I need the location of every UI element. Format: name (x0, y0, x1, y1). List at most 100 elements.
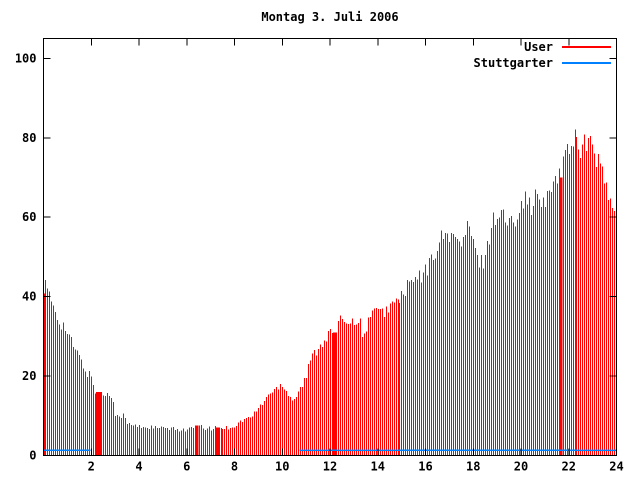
impulse-bar (549, 190, 550, 456)
impulse-bar (571, 146, 572, 456)
impulse-bar (443, 239, 444, 456)
impulse-bar (224, 429, 225, 456)
impulse-bar (93, 385, 94, 456)
impulse-bar (519, 213, 520, 456)
impulse-bar (541, 207, 542, 456)
impulse-bar (493, 212, 494, 456)
impulse-bar (598, 153, 599, 456)
impulse-bar (431, 254, 432, 456)
impulse-bar (109, 396, 110, 456)
impulse-bar (163, 427, 164, 456)
impulse-bar (330, 329, 331, 456)
impulse-bar (290, 397, 291, 456)
impulse-bar (332, 333, 333, 456)
y-tick-label: 20 (22, 369, 36, 383)
impulse-bar (425, 264, 426, 456)
impulse-bar (89, 371, 90, 456)
impulse-bar (173, 426, 174, 456)
impulse-solid-block (96, 392, 102, 456)
impulse-bar (222, 429, 223, 456)
impulse-bar (127, 424, 128, 456)
impulse-bar (535, 189, 536, 456)
impulse-bar (318, 349, 319, 456)
impulse-bar (405, 296, 406, 456)
impulse-bar (511, 215, 512, 456)
impulse-bar (417, 279, 418, 456)
impulse-bar (390, 303, 391, 456)
impulse-bar (441, 230, 442, 456)
y-tick-label: 60 (22, 210, 36, 224)
impulse-bar (467, 220, 468, 456)
impulse-bar (547, 190, 548, 456)
impulse-bar (81, 359, 82, 456)
impulse-bar (586, 151, 587, 456)
impulse-bar (326, 341, 327, 456)
bars-series-user (44, 129, 615, 456)
impulse-bar (575, 129, 576, 456)
impulse-bar (153, 428, 154, 456)
impulse-bar (545, 207, 546, 456)
impulse-bar (340, 315, 341, 456)
impulse-bar (282, 387, 283, 456)
impulse-bar (396, 298, 397, 456)
impulse-bar (569, 153, 570, 456)
x-tick-label: 16 (418, 460, 432, 474)
impulse-bar (105, 395, 106, 456)
impulse-bar (133, 425, 134, 456)
impulse-bar (230, 428, 231, 456)
x-tick-label: 20 (514, 460, 528, 474)
x-tick-label: 4 (135, 460, 142, 474)
impulse-bar (215, 425, 216, 456)
impulse-bar (338, 321, 339, 456)
impulse-bar (67, 334, 68, 456)
impulse-bar (346, 323, 347, 456)
legend: User Stuttgarter (474, 40, 611, 70)
impulse-bar (342, 319, 343, 456)
impulse-bar (596, 167, 597, 456)
impulse-bar (44, 293, 45, 456)
impulse-bar (219, 427, 220, 456)
impulse-bar (294, 398, 295, 456)
impulse-bar (125, 418, 126, 456)
impulse-bar (266, 397, 267, 456)
impulse-bar (302, 387, 303, 456)
impulse-bar (507, 225, 508, 456)
impulse-bar (137, 426, 138, 456)
impulse-bar (324, 340, 325, 456)
impulse-bar (59, 324, 60, 456)
impulse-bar (189, 427, 190, 456)
impulse-bar (409, 281, 410, 456)
impulse-bar (429, 258, 430, 456)
impulse-bar (316, 355, 317, 456)
impulse-bar (527, 204, 528, 456)
impulse-bar (191, 427, 192, 456)
x-tick-label: 18 (466, 460, 480, 474)
impulse-bar (228, 429, 229, 456)
impulse-bar (614, 210, 615, 456)
impulse-bar (531, 215, 532, 456)
impulse-bar (201, 425, 202, 456)
impulse-bar (370, 317, 371, 456)
impulse-bar (590, 135, 591, 456)
impulse-bar (435, 258, 436, 456)
impulse-bar (300, 386, 301, 456)
impulse-bar (258, 407, 259, 456)
impulse-bar (374, 308, 375, 456)
impulse-bar (69, 334, 70, 456)
impulse-bar (354, 324, 355, 456)
axes (43, 38, 617, 456)
impulse-bar (75, 349, 76, 456)
impulse-bar (310, 360, 311, 456)
impulse-bar (113, 402, 114, 456)
impulse-bar (610, 198, 611, 456)
impulse-bar (292, 400, 293, 456)
impulse-bar (234, 427, 235, 456)
y-tick-label: 80 (22, 131, 36, 145)
impulse-bar (272, 392, 273, 456)
stuttgarter-line-segment (43, 449, 91, 452)
x-tick-label: 24 (609, 460, 623, 474)
impulse-bar (123, 413, 124, 456)
impulse-bar (358, 323, 359, 456)
impulse-bar (199, 425, 200, 456)
